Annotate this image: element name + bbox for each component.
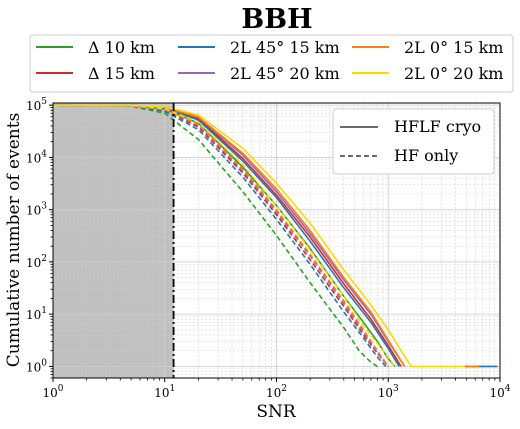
y-tick-label: 103 bbox=[26, 202, 47, 218]
y-axis-ticks: 100 101 102 103 104 105 bbox=[26, 97, 53, 379]
x-tick-label: 104 bbox=[489, 384, 510, 400]
plot-area bbox=[52, 102, 501, 379]
shaded-region bbox=[53, 103, 174, 378]
legend-entry-label: Δ 15 km bbox=[88, 64, 155, 83]
y-tick-label: 104 bbox=[26, 149, 47, 165]
legend-entry-label: 2L 45° 15 km bbox=[230, 38, 340, 57]
y-tick-label: 102 bbox=[26, 254, 47, 270]
x-tick-label: 101 bbox=[154, 384, 175, 400]
series-line--10-km-dashed bbox=[52, 104, 378, 368]
y-tick-label: 100 bbox=[26, 358, 47, 374]
legend-entry-label: 2L 0° 15 km bbox=[404, 38, 503, 57]
x-tick-label: 100 bbox=[42, 384, 63, 400]
legend-entry-label: 2L 0° 20 km bbox=[404, 64, 503, 83]
legend-style-frame bbox=[332, 108, 495, 175]
legend-top-frame bbox=[29, 34, 514, 93]
series-line-2l-0-20-km-dashed bbox=[52, 104, 396, 367]
legend-style-label: HFLF cryo bbox=[394, 117, 481, 136]
y-tick-label: 105 bbox=[26, 97, 47, 113]
series-line-2l-45-15-km-dashed bbox=[52, 104, 387, 367]
legend-style-label: HF only bbox=[394, 146, 458, 165]
x-tick-label: 102 bbox=[266, 384, 287, 400]
x-tick-label: 103 bbox=[378, 384, 399, 400]
x-axis-label: SNR bbox=[256, 402, 297, 422]
legend-entry-label: 2L 45° 20 km bbox=[230, 64, 340, 83]
chart-title: BBH bbox=[241, 4, 312, 35]
legend-entry-label: Δ 10 km bbox=[88, 38, 155, 57]
y-tick-label: 101 bbox=[26, 306, 47, 322]
legend-top: Δ 10 km 2L 45° 15 km 2L 0° 15 km Δ 15 km 2L … bbox=[29, 34, 514, 93]
series-line-2l-0-20-km-solid bbox=[52, 104, 412, 367]
series-group bbox=[52, 104, 498, 368]
y-axis-label: Cumulative number of events bbox=[4, 113, 24, 368]
x-axis-ticks: 100 101 102 103 104 bbox=[42, 378, 511, 400]
legend-style: HFLF cryo HF only bbox=[332, 108, 495, 175]
